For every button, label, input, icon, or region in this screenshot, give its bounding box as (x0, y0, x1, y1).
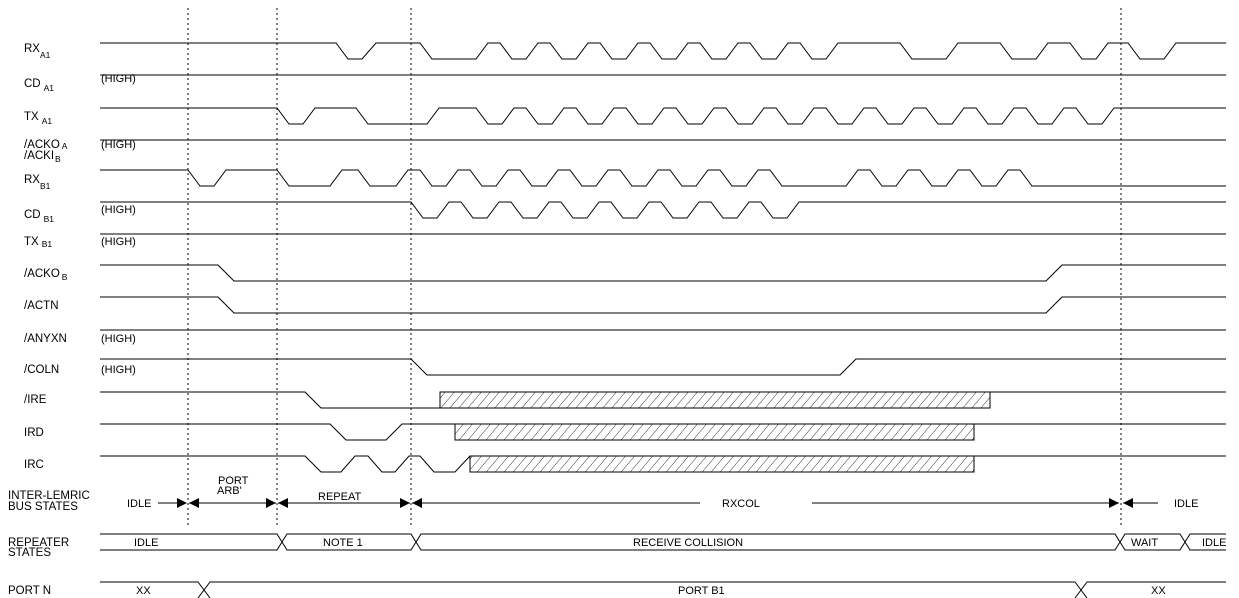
waveform-coln (100, 358, 1226, 376)
repeater-state-bus (100, 533, 1226, 551)
signal-note-cd-a1: (HIGH) (101, 73, 136, 85)
signal-label-ire: /IRE (24, 394, 47, 406)
signal-label-irc: IRC (24, 459, 44, 471)
waveform-acko-b (100, 264, 1226, 282)
waveform-irc (100, 455, 471, 473)
signal-label-anyxn: /ANYXN (24, 333, 67, 345)
waveforms (100, 42, 1226, 473)
bus-state-idle: IDLE (1174, 498, 1198, 510)
port-n-row: XX PORT B1 XX (100, 581, 1226, 598)
bus-state-repeat: REPEAT (318, 491, 361, 503)
bus-state-arrow (1123, 498, 1133, 508)
port-n-value-xx: XX (1151, 585, 1166, 597)
bus-state-port-arb: ARB' (217, 485, 242, 497)
signal-label-rx-b1: RXB1 (24, 174, 51, 191)
bus-state-arrow (412, 498, 422, 508)
waveform-ird-undefined (454, 423, 975, 441)
bus-states-row: IDLE PORT ARB' REPEAT RXCOL IDLE (127, 475, 1198, 510)
waveform-actn (100, 296, 1226, 314)
bus-states-label: BUS STATES (8, 501, 78, 513)
waveform-tx-a1 (100, 107, 1226, 125)
signal-label-acki-b: /ACKIB (24, 150, 61, 164)
bus-states-label: INTER-LEMRIC (8, 490, 90, 502)
bus-state-arrow (400, 498, 410, 508)
repeater-state-wait: WAIT (1131, 537, 1158, 549)
port-n-value-xx: XX (136, 585, 151, 597)
time-markers (187, 8, 1122, 525)
waveform-rx-a1 (100, 42, 1226, 60)
signal-note-anyxn: (HIGH) (101, 333, 136, 345)
bus-state-arrow (189, 498, 199, 508)
waveform-ird (100, 423, 455, 441)
signal-label-acko-b: /ACKO B (24, 268, 68, 282)
signal-label-actn: /ACTN (24, 300, 59, 312)
waveform-ire (100, 391, 440, 409)
bus-state-arrow (177, 498, 187, 508)
signal-note-acko-acki: (HIGH) (101, 139, 136, 151)
repeater-state-idle: IDLE (1202, 537, 1226, 549)
repeater-states-label: REPEATER (8, 537, 69, 549)
signal-label-coln: /COLN (24, 364, 59, 376)
port-n-value-port-b1: PORT B1 (678, 585, 725, 597)
bus-state-arrow (266, 498, 276, 508)
port-n-label: PORT N (8, 585, 51, 597)
repeater-state-note-1: NOTE 1 (323, 537, 363, 549)
signal-label-tx-a1: TX A1 (24, 111, 52, 126)
port-n-bus (1074, 581, 1226, 598)
signal-label-acko-a: /ACKO A (24, 139, 68, 151)
waveform-cd-b1 (100, 201, 1226, 219)
bus-state-port-arb: PORT (218, 475, 249, 487)
bus-state-arrow (278, 498, 288, 508)
repeater-state-receive-collision: RECEIVE COLLISION (633, 537, 743, 549)
port-n-bus (197, 581, 1088, 598)
waveform-rx-b1 (100, 169, 1226, 187)
signal-label-cd-a1: CD A1 (24, 78, 54, 93)
signal-label-ird: IRD (24, 427, 44, 439)
signal-label-rx-a1: RXA1 (24, 43, 51, 60)
port-n-bus (100, 581, 211, 598)
signal-note-tx-b1: (HIGH) (101, 236, 136, 248)
bus-state-rxcol: RXCOL (722, 498, 760, 510)
signal-note-cd-b1: (HIGH) (101, 204, 136, 216)
repeater-states-label: STATES (8, 547, 51, 559)
signal-note-coln: (HIGH) (101, 364, 136, 376)
repeater-states-row: IDLE NOTE 1 RECEIVE COLLISION WAIT IDLE (100, 533, 1226, 551)
signal-label-tx-b1: TX B1 (24, 236, 52, 249)
repeater-state-idle: IDLE (134, 537, 158, 549)
bus-state-arrow (1109, 498, 1119, 508)
waveform-ire-undefined (439, 391, 991, 409)
bus-state-idle: IDLE (127, 498, 151, 510)
waveform-irc-undefined (469, 455, 975, 473)
signal-label-cd-b1: CD B1 (24, 209, 54, 224)
signal-labels: RXA1 CD A1 (HIGH) TX A1 /ACKO A /ACKIB (HIG… (8, 43, 136, 597)
